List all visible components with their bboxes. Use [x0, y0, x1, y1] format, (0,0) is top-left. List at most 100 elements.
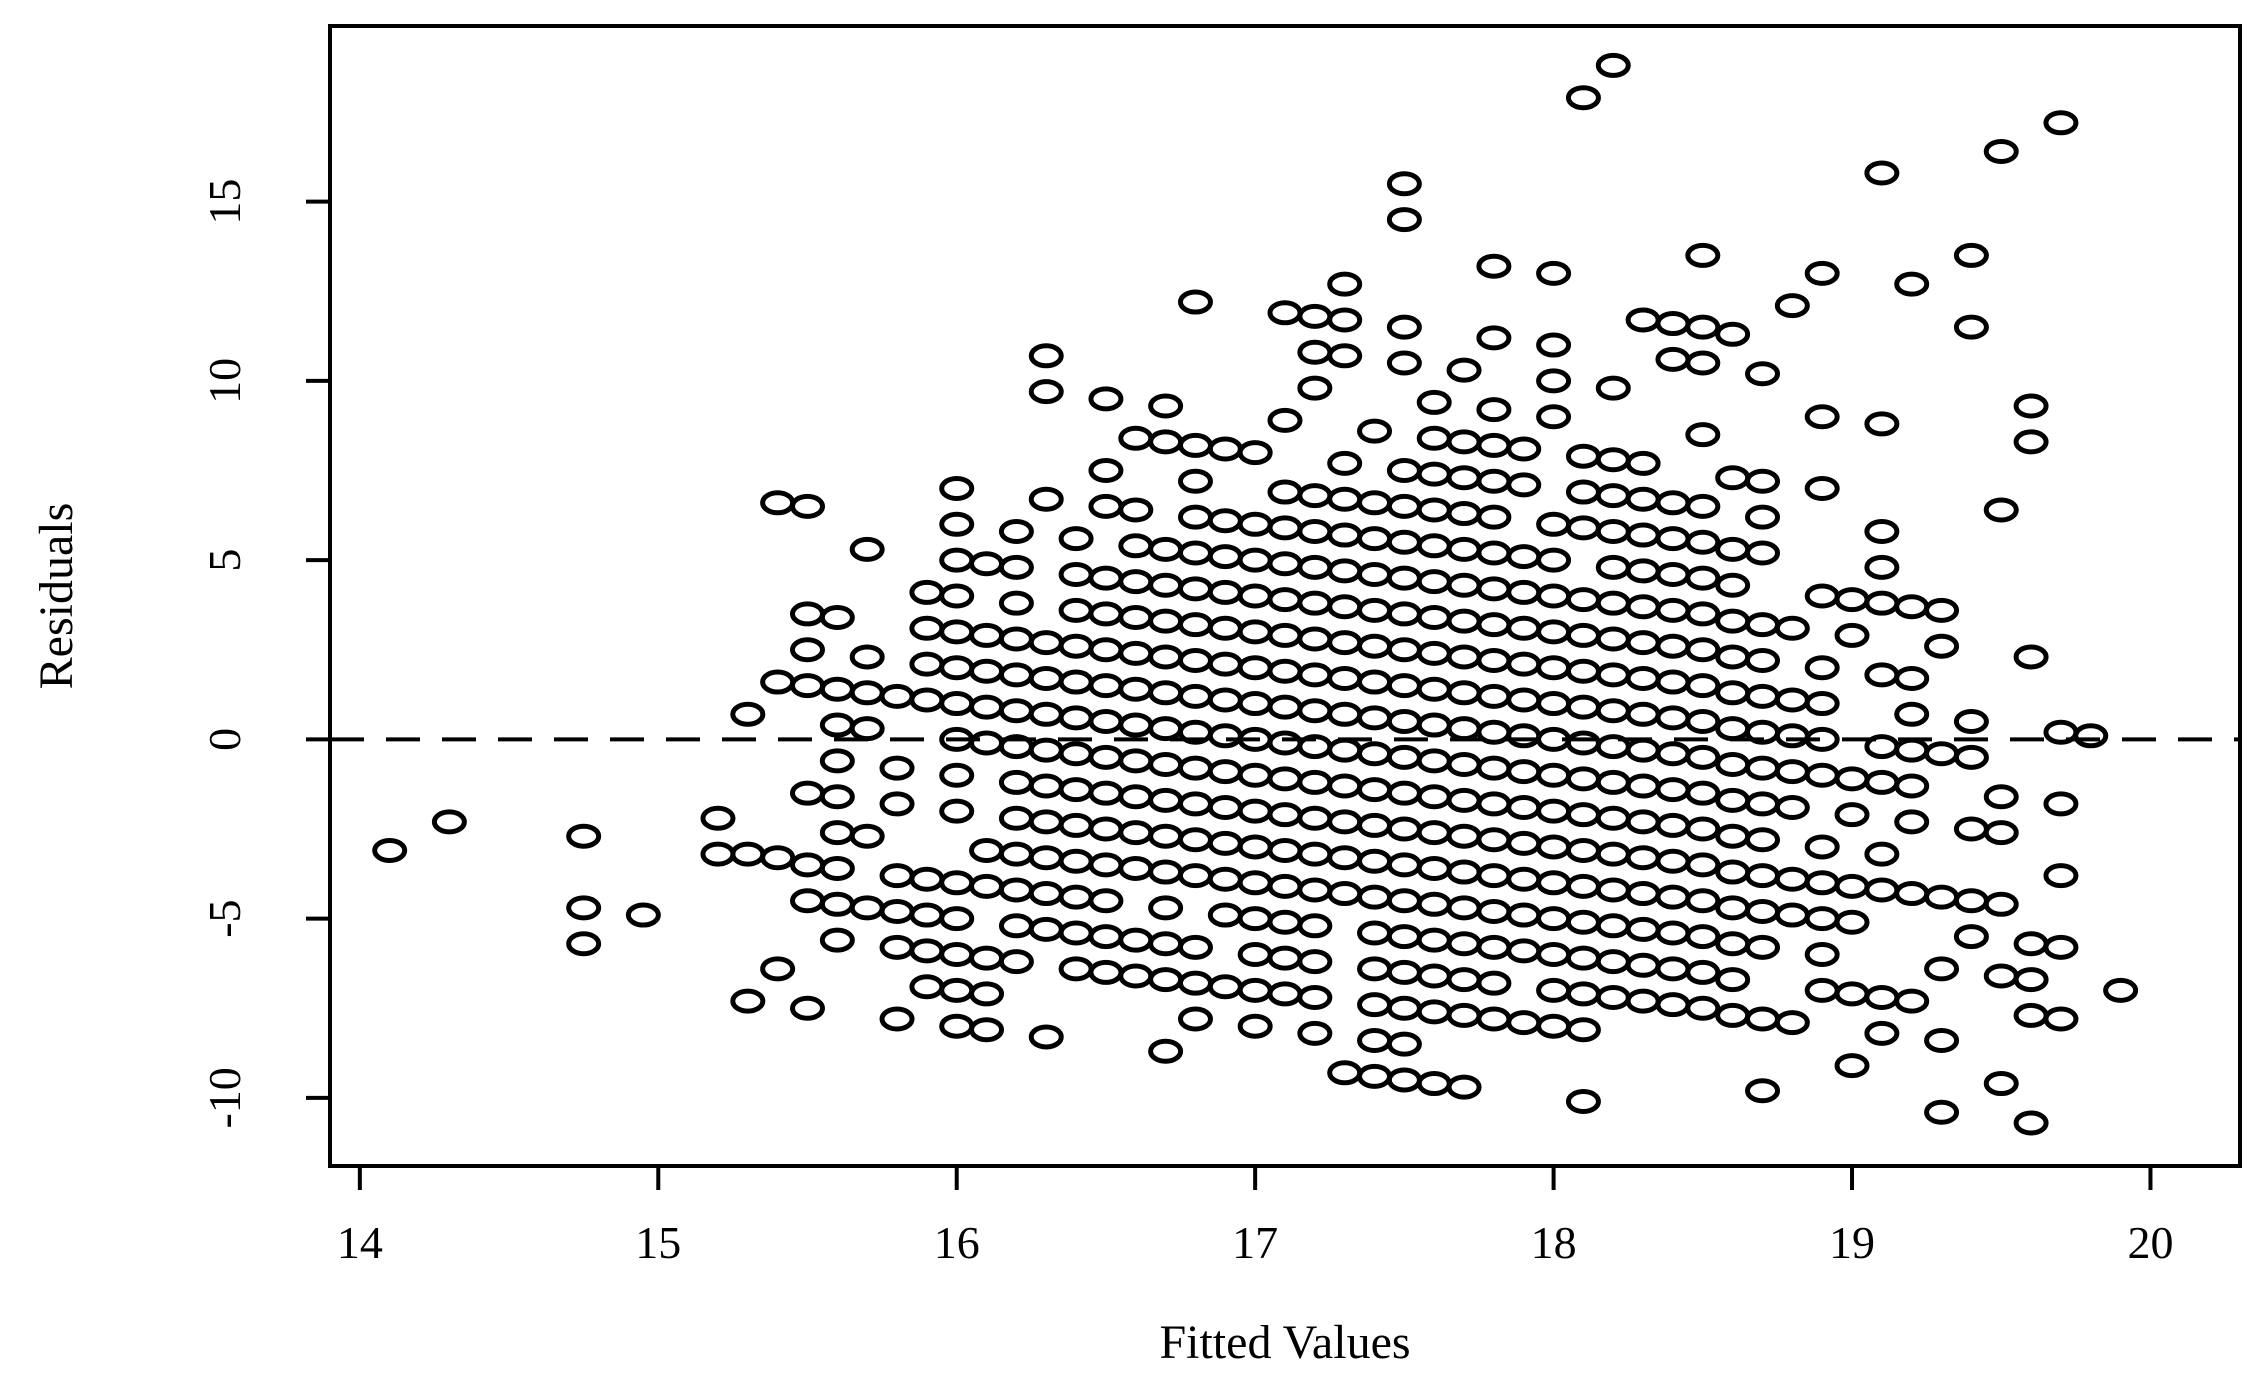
data-point [909, 938, 945, 964]
data-point [1386, 708, 1422, 734]
data-point [1386, 493, 1422, 519]
data-point [1177, 827, 1213, 853]
data-point [1625, 665, 1661, 691]
data-point [1715, 931, 1751, 957]
data-point [1118, 569, 1154, 595]
data-point [1237, 547, 1273, 573]
data-point [819, 748, 855, 774]
data-point [1625, 594, 1661, 620]
data-point [1625, 522, 1661, 548]
data-point [1028, 486, 1064, 512]
data-point [1565, 802, 1601, 828]
data-point [969, 981, 1005, 1007]
data-point [1267, 909, 1303, 935]
data-point [939, 977, 975, 1003]
data-point [1028, 343, 1064, 369]
data-point [1237, 511, 1273, 537]
data-point [625, 902, 661, 928]
data-point [1745, 468, 1780, 494]
data-point [1536, 260, 1572, 286]
data-point [1386, 673, 1422, 699]
data-point [1834, 622, 1870, 648]
data-point [1685, 637, 1721, 663]
data-point [1864, 518, 1900, 544]
data-point [1058, 597, 1094, 623]
data-point [1357, 812, 1393, 838]
data-point [1446, 680, 1482, 706]
data-point [1804, 260, 1840, 286]
data-point [1715, 1002, 1751, 1028]
data-point [1685, 350, 1721, 376]
data-point [790, 673, 825, 699]
data-point [1774, 759, 1810, 785]
data-point [1804, 475, 1840, 501]
data-point [1386, 565, 1422, 591]
data-point [1625, 881, 1661, 907]
data-point [2013, 1110, 2049, 1136]
data-point [1177, 970, 1213, 996]
data-point [1804, 941, 1840, 967]
data-point [909, 974, 945, 1000]
data-point [2013, 644, 2049, 670]
data-point [998, 841, 1034, 867]
data-point [1834, 802, 1870, 828]
data-point [1804, 834, 1840, 860]
data-point [1565, 838, 1601, 864]
data-point [1207, 830, 1243, 856]
data-point [1953, 744, 1989, 770]
data-point [1953, 888, 1989, 914]
data-point [1506, 579, 1542, 605]
data-point [969, 730, 1005, 756]
data-point [1476, 432, 1512, 458]
data-point [1536, 834, 1572, 860]
data-point [1685, 493, 1721, 519]
data-point [1177, 1006, 1213, 1032]
data-point [969, 838, 1005, 864]
data-point [1386, 529, 1422, 555]
data-point [1864, 985, 1900, 1011]
data-point [1297, 554, 1333, 580]
data-point [1357, 561, 1393, 587]
data-point [1565, 694, 1601, 720]
data-point [939, 798, 975, 824]
data-point [1118, 676, 1154, 702]
data-point [790, 780, 825, 806]
data-point [1476, 827, 1512, 853]
data-point [1118, 497, 1154, 523]
data-point [1715, 716, 1751, 742]
data-point [1595, 52, 1631, 78]
data-point [1297, 626, 1333, 652]
data-point [1327, 271, 1363, 297]
data-point [1297, 985, 1333, 1011]
data-point [849, 895, 885, 921]
data-point [1357, 633, 1393, 659]
data-point [1685, 780, 1721, 806]
data-point [1715, 321, 1751, 347]
data-point [1088, 673, 1124, 699]
data-point [969, 873, 1005, 899]
data-point [1745, 898, 1780, 924]
x-tick-label: 18 [1531, 1217, 1577, 1268]
data-point [1506, 472, 1542, 498]
data-point [1357, 920, 1393, 946]
data-point [1745, 755, 1780, 781]
data-point [2043, 934, 2079, 960]
data-point [1148, 751, 1184, 777]
data-point [1177, 540, 1213, 566]
data-point [1177, 683, 1213, 709]
data-point [1237, 762, 1273, 788]
data-point [909, 615, 945, 641]
data-point [1595, 662, 1631, 688]
data-point [1774, 723, 1810, 749]
data-point [1357, 490, 1393, 516]
data-point [1715, 572, 1751, 598]
data-point [1237, 655, 1273, 681]
data-point [998, 590, 1034, 616]
data-point [1416, 784, 1452, 810]
data-point [1416, 1071, 1452, 1097]
data-point [1565, 622, 1601, 648]
data-point [1506, 902, 1542, 928]
data-point [2073, 723, 2109, 749]
data-point [1476, 648, 1512, 674]
data-point [1028, 1024, 1064, 1050]
